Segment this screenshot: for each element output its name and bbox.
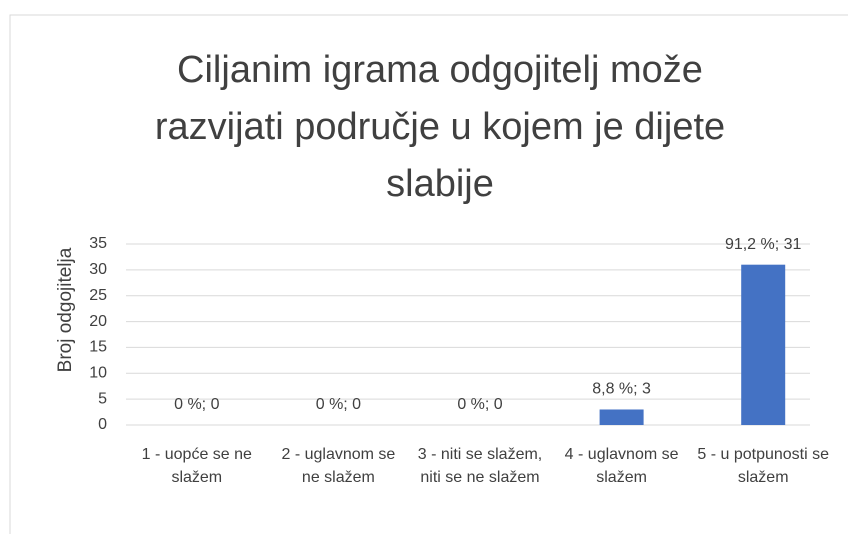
data-label: 0 %; 0 [174,396,219,413]
y-tick-label: 30 [89,261,107,278]
data-label: 0 %; 0 [457,396,502,413]
chart-border [9,14,848,534]
x-tick-label: 2 - uglavnom se ne slažem [281,446,396,486]
data-label: 8,8 %; 3 [592,381,651,398]
y-tick-label: 35 [89,235,107,252]
y-tick-label: 10 [89,365,107,382]
y-tick-label: 5 [98,390,107,407]
y-axis-title: Broj odgojitelja [55,247,76,372]
y-tick-label: 20 [89,313,107,330]
y-tick-label: 25 [89,287,107,304]
bar [741,264,786,425]
x-tick-label: 4 - uglavnom se slažem [564,446,679,486]
data-label: 0 %; 0 [316,396,361,413]
y-tick-label: 0 [98,416,107,433]
chart-title: Ciljanim igrama odgojitelj može razvijat… [154,49,726,205]
bar [599,409,644,425]
data-label: 91,2 %; 31 [725,236,802,253]
y-tick-label: 15 [89,339,107,356]
x-tick-label: 5 - u potpunosti se slažem [697,446,829,486]
x-tick-label: 3 - niti se slažem, niti se ne slažem [417,446,543,486]
x-tick-label: 1 - uopće se ne slažem [141,446,252,486]
